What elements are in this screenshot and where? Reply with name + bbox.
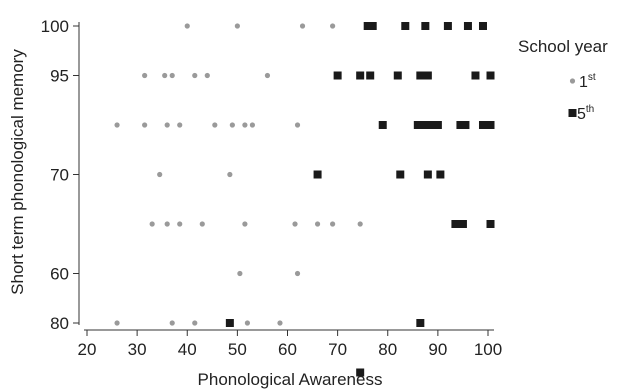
x-tick-label: 90 — [428, 340, 447, 359]
data-point-5th — [401, 22, 410, 30]
data-point-1st — [177, 122, 183, 128]
data-point-1st — [227, 171, 233, 178]
data-point-1st — [164, 221, 170, 227]
data-point-1st — [242, 221, 248, 227]
data-point-5th — [416, 71, 425, 80]
data-point-1st — [149, 221, 155, 227]
x-tick-label: 20 — [78, 340, 97, 359]
x-tick-label: 30 — [128, 340, 147, 359]
data-point-5th — [486, 220, 495, 228]
data-point-1st — [264, 72, 271, 79]
data-point-5th — [416, 319, 425, 327]
data-point-1st — [244, 320, 250, 326]
data-point-1st — [162, 72, 168, 79]
data-point-5th — [458, 220, 467, 228]
legend-marker-1st — [569, 78, 576, 84]
data-point-1st — [164, 122, 170, 128]
data-point-5th — [451, 220, 460, 228]
x-tick-label: 40 — [178, 340, 197, 359]
data-point-5th — [433, 121, 442, 129]
x-tick-label: 100 — [474, 340, 502, 359]
legend-title: School year — [518, 37, 608, 56]
data-point-1st — [234, 23, 240, 29]
data-point-1st — [169, 72, 175, 79]
data-point-1st — [142, 122, 148, 128]
data-point-1st — [142, 72, 148, 79]
data-point-1st — [184, 23, 190, 29]
y-axis-title: Short term phonological memory — [8, 49, 27, 295]
data-point-1st — [157, 171, 163, 178]
data-point-1st — [357, 221, 363, 227]
data-point-5th — [463, 22, 472, 30]
legend-label-5th: 5th — [577, 104, 594, 123]
data-point-1st — [177, 221, 183, 227]
y-tick-label: 100 — [41, 17, 69, 36]
data-point-5th — [443, 22, 452, 30]
data-point-5th — [461, 121, 470, 129]
x-tick-label: 50 — [228, 340, 247, 359]
data-point-5th — [378, 121, 387, 129]
data-point-1st — [114, 320, 120, 326]
data-point-5th — [486, 121, 495, 129]
data-point-1st — [299, 23, 306, 29]
y-axis-ticks: 80 60 70 95 100 — [41, 17, 79, 333]
axes — [78, 22, 494, 331]
data-point-5th — [478, 22, 487, 30]
data-point-1st — [277, 320, 283, 326]
data-point-1st — [330, 221, 336, 227]
data-point-5th — [225, 319, 234, 327]
data-point-5th — [363, 22, 372, 30]
data-point-1st — [294, 270, 301, 277]
data-point-1st — [330, 23, 336, 29]
data-point-5th — [423, 121, 432, 129]
data-point-5th — [423, 170, 432, 179]
x-tick-label: 70 — [328, 340, 347, 359]
data-point-1st — [242, 122, 248, 128]
data-point-1st — [212, 122, 218, 128]
data-point-5th — [478, 121, 487, 129]
data-point-5th — [313, 170, 322, 179]
data-points — [114, 22, 495, 377]
data-point-5th — [428, 121, 437, 129]
data-point-1st — [199, 221, 205, 227]
x-tick-label: 60 — [278, 340, 297, 359]
data-point-5th — [418, 121, 427, 129]
data-point-1st — [237, 270, 243, 277]
data-point-5th — [471, 71, 480, 80]
data-point-5th — [356, 71, 365, 80]
data-point-1st — [192, 320, 198, 326]
data-point-5th — [333, 71, 342, 80]
legend-label-1st: 1st — [579, 72, 596, 91]
data-point-5th — [421, 22, 430, 30]
data-point-1st — [114, 122, 120, 128]
data-point-1st — [192, 72, 198, 79]
data-point-5th — [368, 22, 377, 30]
y-tick-label: 70 — [50, 166, 69, 185]
data-point-1st — [292, 221, 298, 227]
data-point-5th — [423, 71, 432, 80]
legend: School year 1st 5th — [518, 37, 608, 123]
data-point-1st — [229, 122, 235, 128]
y-tick-label: 60 — [50, 265, 69, 284]
x-axis-title: Phonological Awareness — [198, 370, 383, 389]
data-point-5th — [456, 121, 465, 129]
legend-marker-5th — [568, 109, 577, 117]
data-point-1st — [204, 72, 210, 79]
x-tick-label: 80 — [378, 340, 397, 359]
data-point-1st — [314, 221, 321, 227]
y-tick-label: 95 — [50, 67, 69, 86]
data-point-1st — [249, 122, 256, 128]
data-point-5th — [413, 121, 422, 129]
data-point-5th — [486, 71, 495, 80]
data-point-5th — [436, 170, 445, 179]
data-point-5th — [366, 71, 375, 80]
x-axis-ticks: 20 30 40 50 60 70 80 90 100 — [78, 330, 502, 359]
y-tick-label: 80 — [50, 314, 69, 333]
data-point-5th — [356, 368, 365, 377]
data-point-5th — [393, 71, 402, 80]
data-point-1st — [169, 320, 175, 326]
data-point-5th — [396, 170, 405, 179]
data-point-1st — [294, 122, 301, 128]
